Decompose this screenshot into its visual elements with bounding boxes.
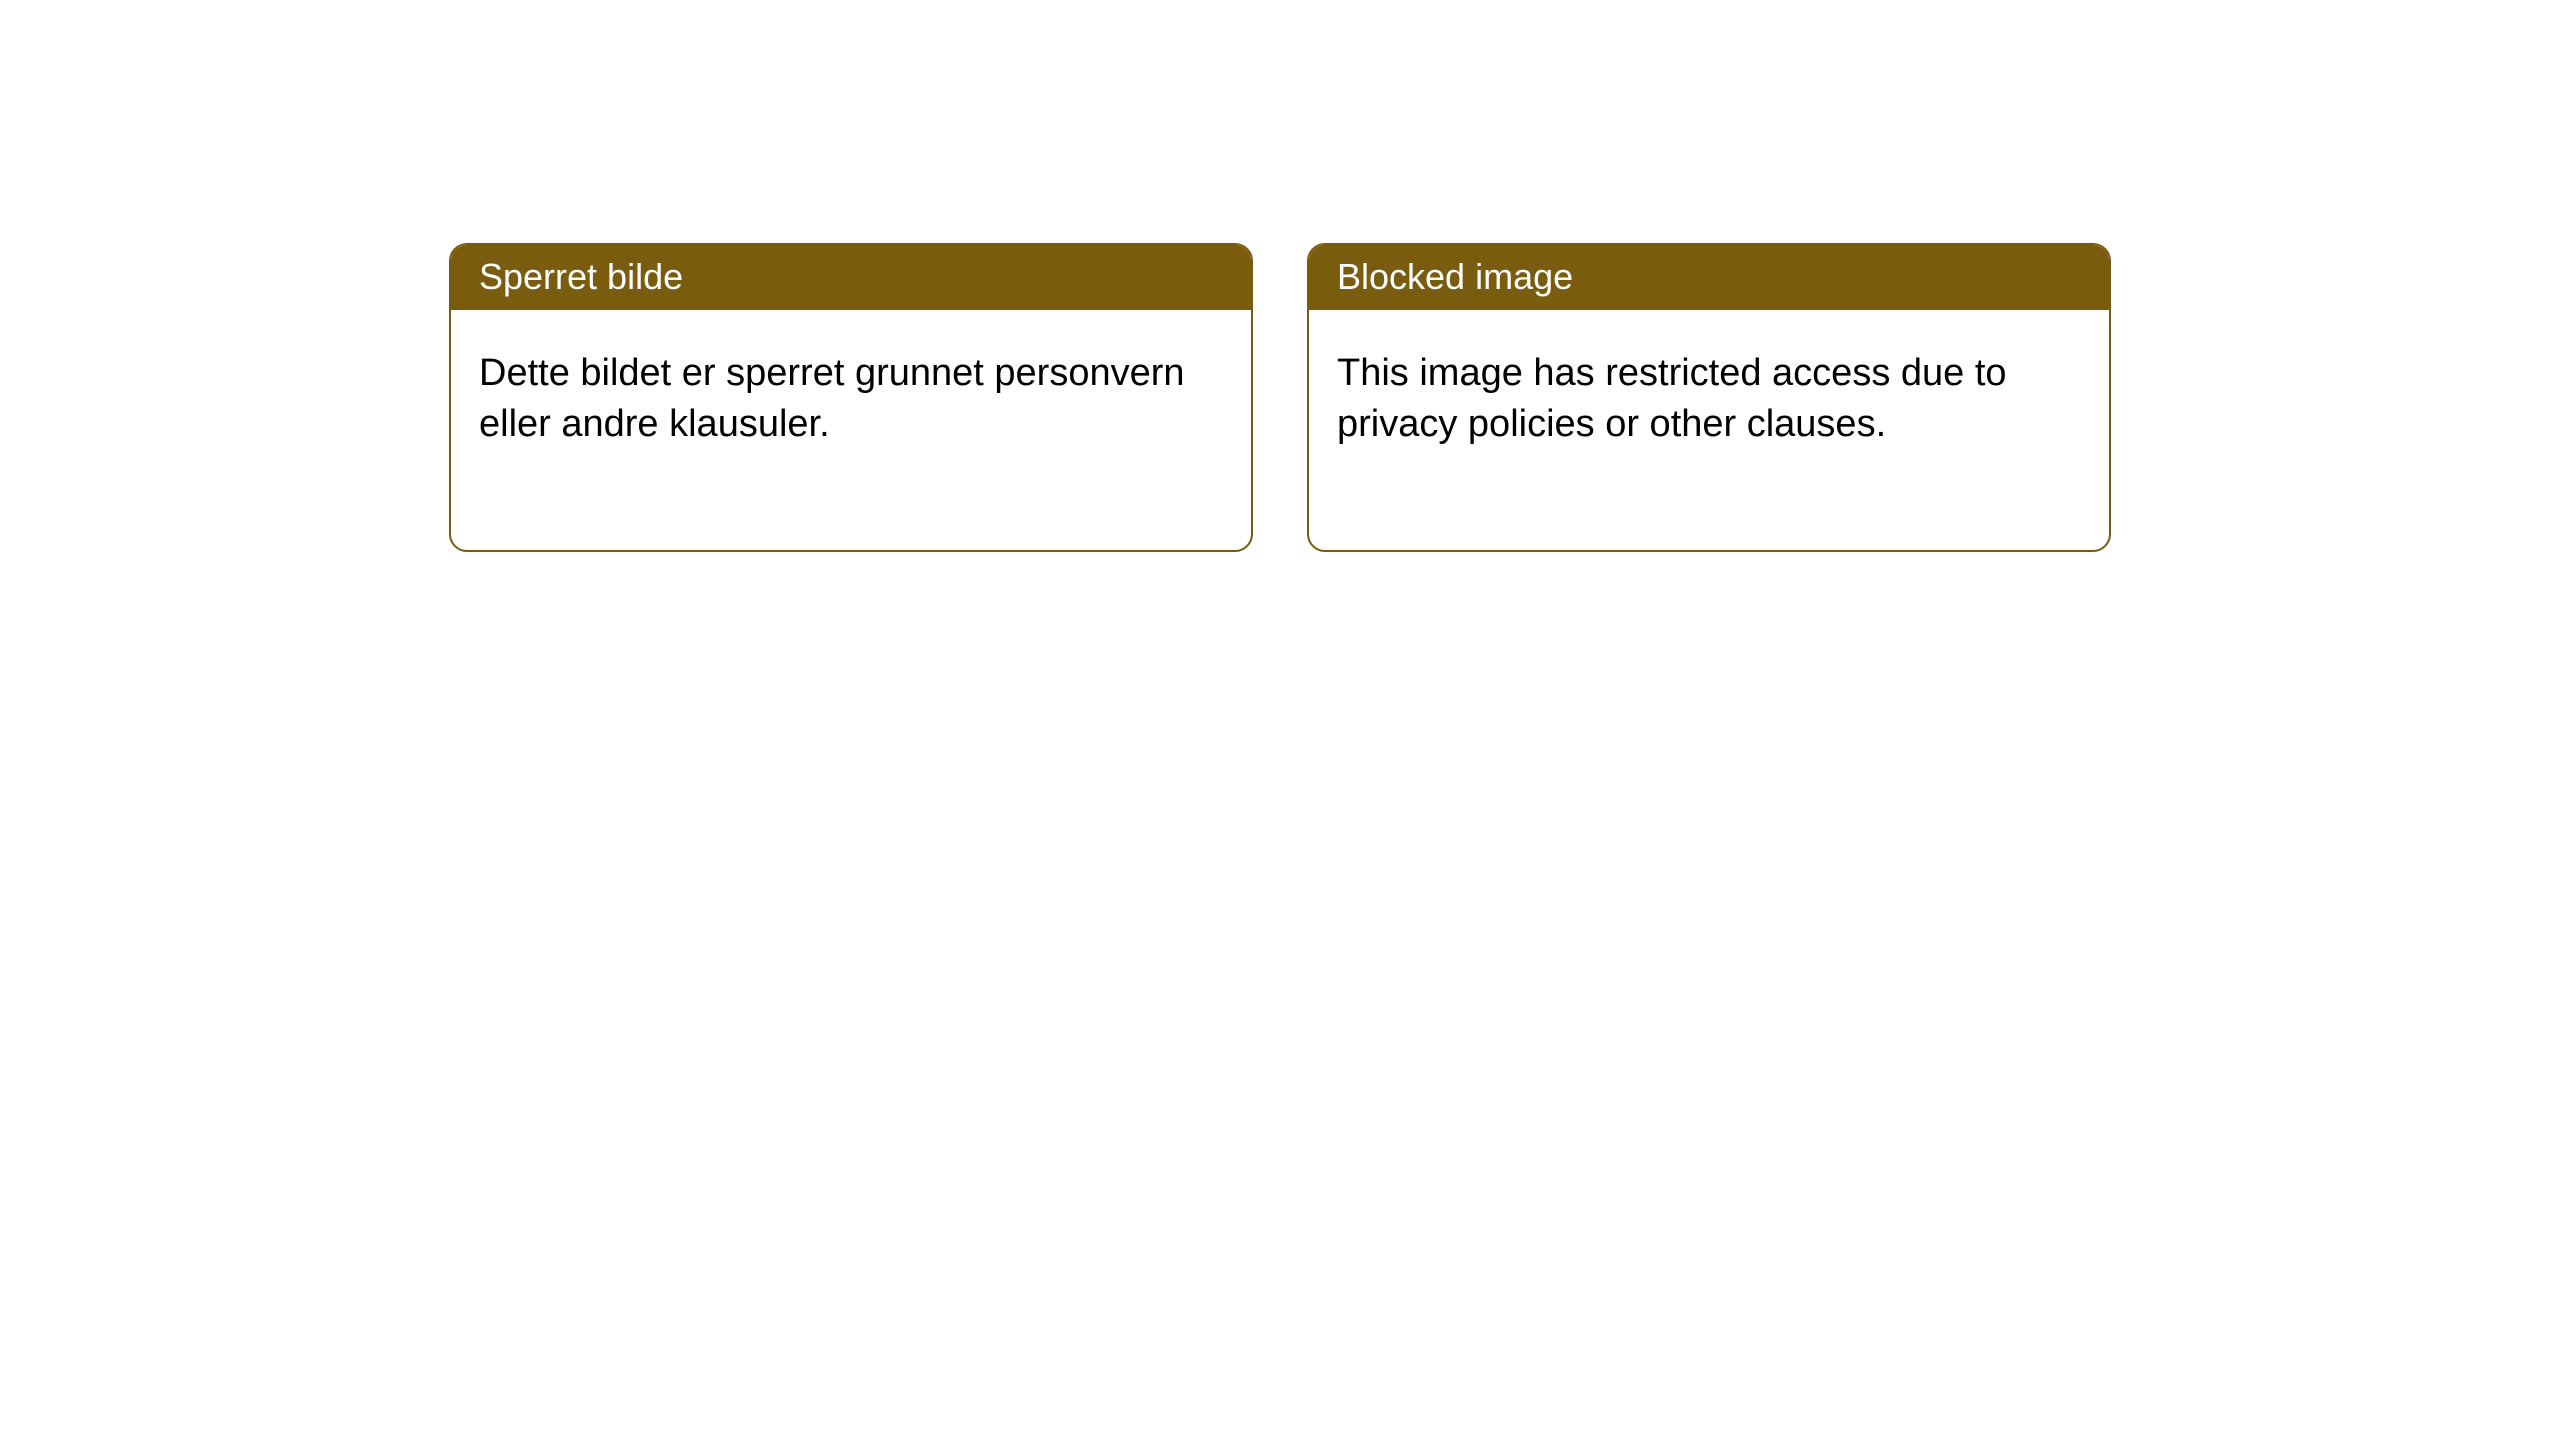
notice-box-norwegian: Sperret bilde Dette bildet er sperret gr… (449, 243, 1253, 552)
notice-body: Dette bildet er sperret grunnet personve… (451, 310, 1251, 550)
notice-header: Blocked image (1309, 245, 2109, 310)
notice-header: Sperret bilde (451, 245, 1251, 310)
notice-container: Sperret bilde Dette bildet er sperret gr… (0, 0, 2560, 552)
notice-box-english: Blocked image This image has restricted … (1307, 243, 2111, 552)
notice-body: This image has restricted access due to … (1309, 310, 2109, 550)
